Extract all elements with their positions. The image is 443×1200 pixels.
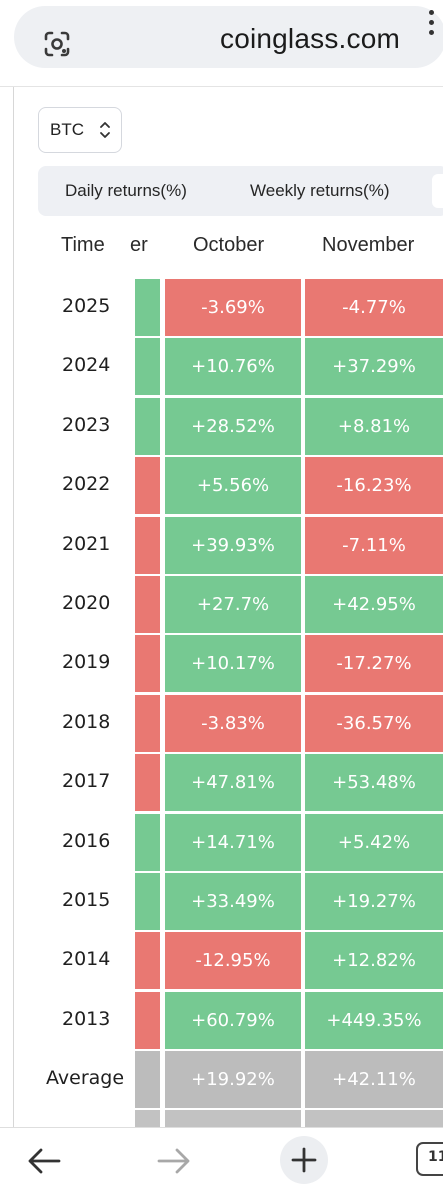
cell-september-partial bbox=[135, 814, 160, 871]
row-year: 2024 bbox=[62, 354, 111, 376]
cell-november: -4.77% bbox=[305, 279, 443, 336]
cell-september-partial bbox=[135, 457, 160, 514]
forward-arrow-icon[interactable] bbox=[156, 1146, 192, 1176]
cell-november: +53.48% bbox=[305, 754, 443, 811]
cell-november: +12.82% bbox=[305, 932, 443, 989]
cell-october: +39.93% bbox=[165, 517, 301, 574]
new-tab-button[interactable] bbox=[280, 1136, 328, 1184]
cell-october: +5.56% bbox=[165, 457, 301, 514]
returns-tabs: Daily returns(%) Weekly returns(%) bbox=[38, 166, 443, 216]
table-row: 2017 +47.81% +53.48% bbox=[0, 754, 443, 811]
row-year: Average bbox=[46, 1067, 125, 1089]
cell-november: -7.11% bbox=[305, 517, 443, 574]
column-header-time: Time bbox=[61, 234, 105, 256]
cell-november: -17.27% bbox=[305, 635, 443, 692]
more-options-icon[interactable] bbox=[420, 10, 443, 80]
google-lens-icon[interactable] bbox=[44, 31, 70, 57]
browser-bottom-bar: 11 bbox=[0, 1128, 443, 1200]
table-row: 2021 +39.93% -7.11% bbox=[0, 517, 443, 574]
cell-september-partial bbox=[135, 517, 160, 574]
divider bbox=[13, 87, 14, 1127]
cell-september-partial bbox=[135, 932, 160, 989]
cell-november: +449.35% bbox=[305, 992, 443, 1049]
cell-september-partial bbox=[135, 279, 160, 336]
cell-october: +10.76% bbox=[165, 338, 301, 395]
cell-september-partial bbox=[135, 873, 160, 930]
cell-september-partial bbox=[135, 754, 160, 811]
cell-september-partial bbox=[135, 576, 160, 633]
cell-september-partial bbox=[135, 398, 160, 455]
row-year: 2025 bbox=[62, 295, 111, 317]
table-row: 2023 +28.52% +8.81% bbox=[0, 398, 443, 455]
table-row: 2014 -12.95% +12.82% bbox=[0, 932, 443, 989]
cell-september-partial bbox=[135, 992, 160, 1049]
cell-october: +27.7% bbox=[165, 576, 301, 633]
coin-select-value: BTC bbox=[50, 120, 84, 139]
cell-november: -36.57% bbox=[305, 695, 443, 752]
divider bbox=[0, 86, 443, 87]
cell-september-partial bbox=[135, 1051, 160, 1108]
cell-november: +8.81% bbox=[305, 398, 443, 455]
table-row: 2022 +5.56% -16.23% bbox=[0, 457, 443, 514]
row-year: 2019 bbox=[62, 651, 111, 673]
plus-icon bbox=[291, 1147, 317, 1173]
tab-monthly-returns[interactable] bbox=[432, 174, 443, 208]
cell-september-partial bbox=[135, 338, 160, 395]
cell-october: +33.49% bbox=[165, 873, 301, 930]
table-row: 2020 +27.7% +42.95% bbox=[0, 576, 443, 633]
tab-daily-returns[interactable]: Daily returns(%) bbox=[65, 181, 187, 200]
cell-october: -3.69% bbox=[165, 279, 301, 336]
back-arrow-icon[interactable] bbox=[26, 1146, 62, 1176]
cell-september-partial bbox=[135, 635, 160, 692]
cell-october: -3.83% bbox=[165, 695, 301, 752]
cell-november: -16.23% bbox=[305, 457, 443, 514]
chevron-up-down-icon bbox=[100, 122, 110, 138]
row-year: 2013 bbox=[62, 1008, 111, 1030]
table-row: 2024 +10.76% +37.29% bbox=[0, 338, 443, 395]
row-year: 2016 bbox=[62, 830, 111, 852]
table-row: 2015 +33.49% +19.27% bbox=[0, 873, 443, 930]
table-row: 2013 +60.79% +449.35% bbox=[0, 992, 443, 1049]
row-year: 2017 bbox=[62, 770, 111, 792]
divider bbox=[0, 1127, 443, 1128]
cell-november: +42.11% bbox=[305, 1051, 443, 1108]
tab-count: 11 bbox=[428, 1149, 443, 1165]
cell-october: +19.92% bbox=[165, 1051, 301, 1108]
cell-october: +14.71% bbox=[165, 814, 301, 871]
cell-october: +10.17% bbox=[165, 635, 301, 692]
cell-september-partial bbox=[135, 695, 160, 752]
tab-switcher-button[interactable]: 11 bbox=[416, 1142, 443, 1176]
row-year: 2018 bbox=[62, 711, 111, 733]
cell-november: +5.42% bbox=[305, 814, 443, 871]
cell-october: -12.95% bbox=[165, 932, 301, 989]
table-row: 2018 -3.83% -36.57% bbox=[0, 695, 443, 752]
coin-select[interactable]: BTC bbox=[38, 107, 122, 153]
table-row: Average +19.92% +42.11% bbox=[0, 1051, 443, 1108]
cell-october: +28.52% bbox=[165, 398, 301, 455]
address-bar[interactable]: coinglass.com bbox=[14, 6, 443, 68]
cell-october: +60.79% bbox=[165, 992, 301, 1049]
row-year: 2023 bbox=[62, 414, 111, 436]
column-header-october: October bbox=[193, 234, 265, 256]
table-row: 2019 +10.17% -17.27% bbox=[0, 635, 443, 692]
row-year: 2022 bbox=[62, 473, 111, 495]
cell-november: +19.27% bbox=[305, 873, 443, 930]
row-year: 2021 bbox=[62, 533, 111, 555]
tab-weekly-returns[interactable]: Weekly returns(%) bbox=[250, 181, 390, 200]
cell-october: +47.81% bbox=[165, 754, 301, 811]
row-year: 2020 bbox=[62, 592, 111, 614]
table-row: 2025 -3.69% -4.77% bbox=[0, 279, 443, 336]
url-text: coinglass.com bbox=[220, 23, 401, 54]
cell-november: +37.29% bbox=[305, 338, 443, 395]
column-header-september: er bbox=[130, 234, 148, 256]
column-header-november: November bbox=[322, 234, 415, 256]
row-year: 2014 bbox=[62, 948, 111, 970]
cell-november: +42.95% bbox=[305, 576, 443, 633]
table-row-partial bbox=[0, 1110, 443, 1128]
table-row: 2016 +14.71% +5.42% bbox=[0, 814, 443, 871]
row-year: 2015 bbox=[62, 889, 111, 911]
